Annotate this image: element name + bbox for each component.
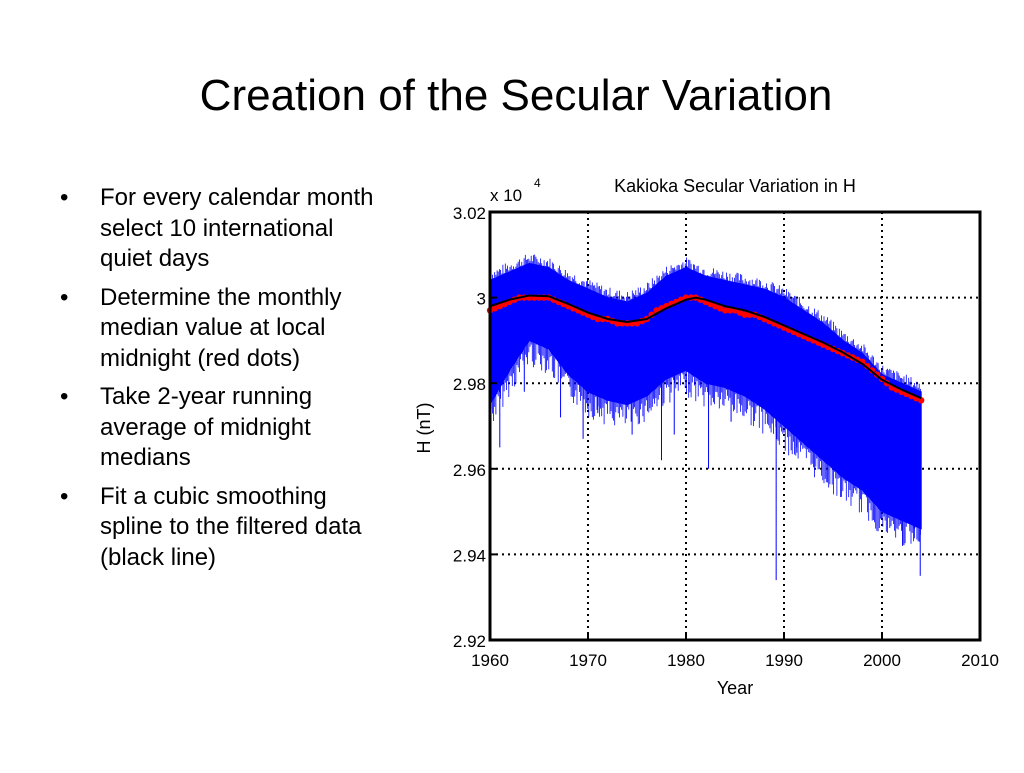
y-tick-label: 3.02 bbox=[453, 204, 486, 223]
y-exponent-power: 4 bbox=[534, 176, 541, 190]
plot-area bbox=[486, 254, 925, 581]
bullet-text: Fit a cubic smoothing spline to the filt… bbox=[100, 482, 362, 571]
y-tick-label: 3 bbox=[477, 290, 486, 309]
bullet-text: Determine the monthly median value at lo… bbox=[100, 283, 342, 372]
bullet-text: For every calendar month select 10 inter… bbox=[100, 184, 374, 272]
x-tick-label: 2000 bbox=[863, 651, 901, 670]
bullet-item: • Determine the monthly median value at l… bbox=[60, 283, 390, 375]
x-tick-label: 2010 bbox=[961, 651, 999, 670]
smoothing-spline bbox=[489, 294, 922, 400]
y-tick-label: 2.98 bbox=[453, 375, 486, 394]
x-tick-label: 1960 bbox=[471, 651, 509, 670]
tick-marks bbox=[489, 211, 981, 641]
bullet-glyph: • bbox=[60, 283, 69, 311]
y-exponent-base: x 10 bbox=[490, 186, 522, 205]
x-tick-label: 1980 bbox=[667, 651, 705, 670]
y-tick-label: 2.96 bbox=[453, 461, 486, 480]
median-point bbox=[726, 307, 734, 314]
bullet-item: • Fit a cubic smoothing spline to the fil… bbox=[60, 482, 390, 574]
bullet-list: • For every calendar month select 10 inte… bbox=[60, 183, 390, 581]
median-point bbox=[712, 303, 719, 310]
y-tick-labels: 2.92 2.94 2.96 2.98 3 3.02 bbox=[453, 204, 486, 651]
x-tick-labels: 1960 1970 1980 1990 2000 2010 bbox=[471, 651, 999, 670]
y-tick-label: 2.94 bbox=[453, 546, 486, 565]
median-point bbox=[717, 305, 724, 312]
median-point bbox=[594, 315, 601, 323]
x-axis-label: Year bbox=[717, 678, 753, 698]
median-point bbox=[722, 307, 729, 314]
bullet-text: Take 2-year running average of midnight … bbox=[100, 383, 313, 471]
chart-title: Kakioka Secular Variation in H bbox=[614, 176, 856, 196]
bullet-item: • For every calendar month select 10 inte… bbox=[60, 183, 390, 275]
median-point bbox=[491, 305, 499, 312]
bullet-glyph: • bbox=[60, 184, 69, 211]
y-tick-label: 2.92 bbox=[453, 632, 486, 651]
median-point bbox=[496, 303, 503, 310]
slide-title: Creation of the Secular Variation bbox=[199, 71, 833, 120]
bullet-glyph: • bbox=[60, 383, 69, 410]
median-point bbox=[736, 309, 744, 316]
bullet-item: • Take 2-year running average of midnight… bbox=[60, 382, 390, 474]
plot-frame bbox=[488, 210, 982, 642]
median-point bbox=[741, 311, 748, 318]
x-tick-label: 1990 bbox=[765, 651, 803, 670]
y-axis-label: H (nT) bbox=[414, 403, 434, 454]
x-tick-label: 1970 bbox=[569, 651, 607, 670]
bullet-glyph: • bbox=[60, 482, 69, 510]
median-point bbox=[918, 397, 925, 404]
